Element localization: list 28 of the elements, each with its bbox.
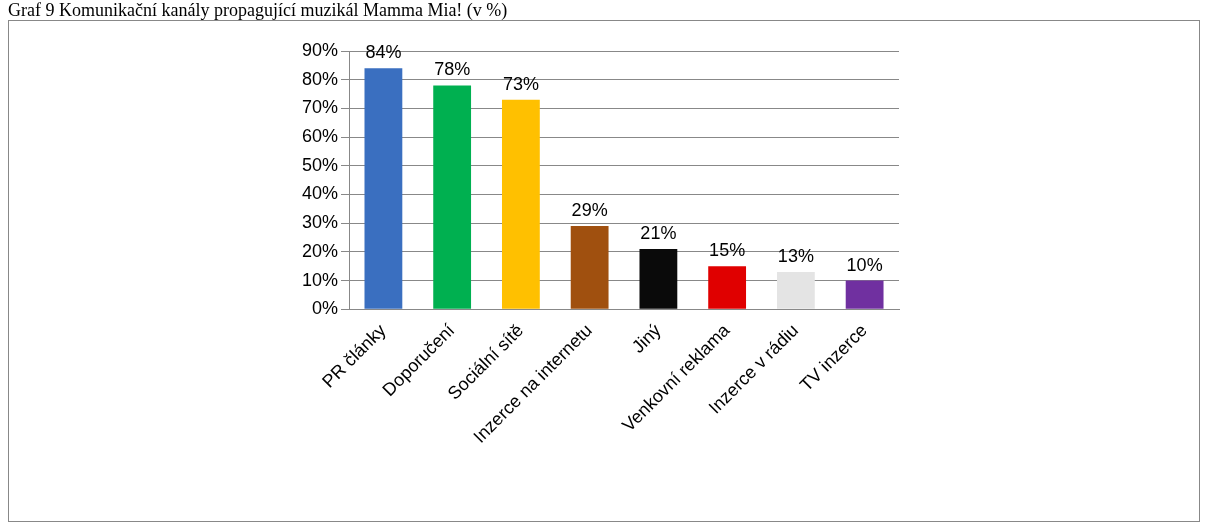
bar (639, 248, 678, 309)
bar (708, 266, 747, 309)
data-label: 73% (502, 73, 539, 94)
bar (501, 99, 540, 309)
y-tick-label: 30% (302, 212, 339, 233)
data-label: 78% (434, 59, 471, 80)
y-tick-label: 0% (312, 298, 339, 319)
data-label: 29% (571, 199, 608, 220)
data-label: 10% (846, 254, 883, 275)
bar (570, 226, 609, 309)
bar (776, 271, 815, 309)
bar (433, 85, 472, 309)
data-label: 13% (777, 245, 814, 266)
bar (845, 280, 884, 309)
bar (364, 68, 403, 309)
y-tick-label: 40% (302, 183, 339, 204)
y-tick-label: 70% (302, 97, 339, 118)
data-label: 84% (365, 42, 402, 63)
y-tick-label: 20% (302, 240, 339, 261)
y-tick-label: 90% (302, 39, 339, 60)
y-tick-label: 50% (302, 154, 339, 175)
data-label: 15% (709, 240, 746, 261)
y-tick-label: 60% (302, 126, 339, 147)
data-label: 21% (640, 222, 677, 243)
chart-title: Graf 9 Komunikační kanály propagující muzikál Mamma Mia! (v %) (8, 0, 509, 20)
y-tick-label: 10% (302, 269, 339, 290)
x-tick-label: Jiný (627, 320, 665, 357)
y-tick-label: 80% (302, 68, 339, 89)
